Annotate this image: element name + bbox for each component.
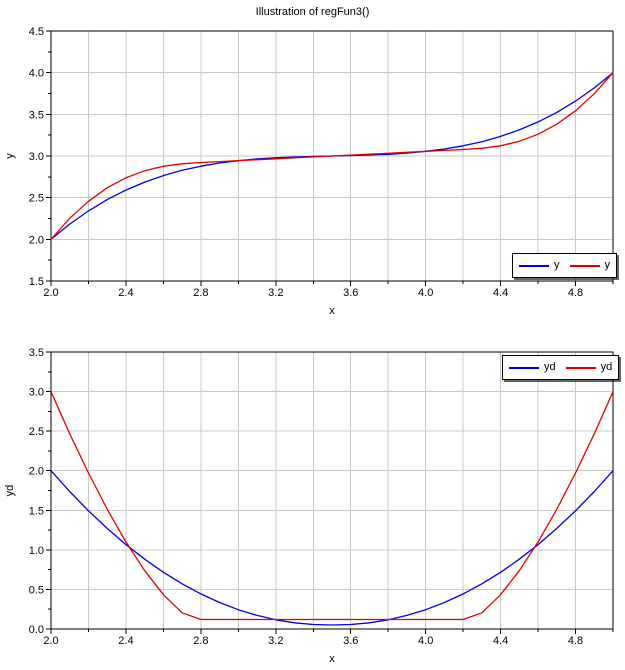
legend-label: yd: [600, 361, 613, 373]
top-chart-legend: y y: [512, 253, 617, 278]
top-chart: 2.0 2.4 2.8 3.2 3.6 4.0 4.4 4.81.52.02.53.03.54…: [4, 26, 614, 317]
legend-label: yd: [544, 361, 556, 373]
x-tick-label: 2.4: [118, 287, 133, 299]
legend-line-sample-red: [565, 366, 596, 369]
x-tick-label: 3.6: [343, 635, 358, 647]
y-tick-label: 1.5: [29, 276, 44, 288]
legend-line-sample-blue: [509, 366, 539, 369]
y-tick-label: 1.0: [29, 545, 44, 557]
x-tick-label: 2.4: [118, 635, 133, 647]
y-tick-label: 3.5: [29, 347, 44, 359]
y-tick-label: 2.0: [29, 466, 44, 478]
y-tick-label: 0.0: [29, 624, 44, 636]
legend-label: y: [554, 259, 560, 271]
series-line-1: [50, 391, 614, 621]
legend-line-sample-blue: [519, 264, 549, 267]
legend-entry: yd: [565, 361, 613, 373]
bottom-chart: 2.0 2.4 2.8 3.2 3.6 4.0 4.4 4.8 0.0 0.5 1.0 1.5 2.0 2…: [4, 347, 614, 665]
x-tick-label: 2.8: [193, 287, 208, 299]
y-tick-label: 2.0: [29, 234, 44, 246]
x-tick-label: 3.2: [268, 635, 283, 647]
x-tick-label: 4.8: [568, 635, 583, 647]
y-tick-label: 0.5: [29, 584, 44, 596]
x-tick-label: 3.2: [268, 287, 283, 299]
y-tick-label: 4.5: [29, 26, 44, 38]
x-tick-label: 2.8: [193, 635, 208, 647]
y-tick-label: 3.0: [29, 151, 44, 163]
x-axis-label: x: [329, 305, 335, 317]
y-tick-label: 2.5: [29, 193, 44, 205]
y-axis-label: yd: [4, 485, 16, 497]
x-tick-label: 4.0: [418, 287, 433, 299]
x-tick-label: 2.0: [43, 635, 58, 647]
x-axis-label: x: [329, 653, 335, 665]
plot-border: [50, 351, 614, 630]
bottom-chart-legend: yd yd: [502, 355, 620, 380]
x-tick-label: 3.6: [343, 287, 358, 299]
x-tick-label: 4.8: [568, 287, 583, 299]
y-tick-label: 2.5: [29, 426, 44, 438]
y-tick-label: 3.0: [29, 387, 44, 399]
legend-entry: yd: [509, 362, 556, 373]
y-tick-label: 4.0: [29, 68, 44, 80]
x-tick-label: 2.0: [43, 287, 58, 299]
figure-title: Illustration of regFun3(): [255, 6, 370, 18]
legend-entry: y: [569, 259, 611, 271]
legend-entry: y: [519, 260, 560, 271]
series-line-1: [50, 72, 614, 240]
plot-border: [50, 30, 614, 282]
y-tick-label: 3.5: [29, 109, 44, 121]
series-line-0: [50, 470, 614, 626]
legend-line-sample-red: [569, 264, 600, 267]
y-axis-label: y: [4, 153, 16, 159]
legend-label: y: [604, 259, 611, 271]
x-tick-label: 4.0: [418, 635, 433, 647]
y-tick-label: 1.5: [29, 505, 44, 517]
x-tick-label: 4.4: [493, 287, 508, 299]
x-tick-label: 4.4: [493, 635, 508, 647]
